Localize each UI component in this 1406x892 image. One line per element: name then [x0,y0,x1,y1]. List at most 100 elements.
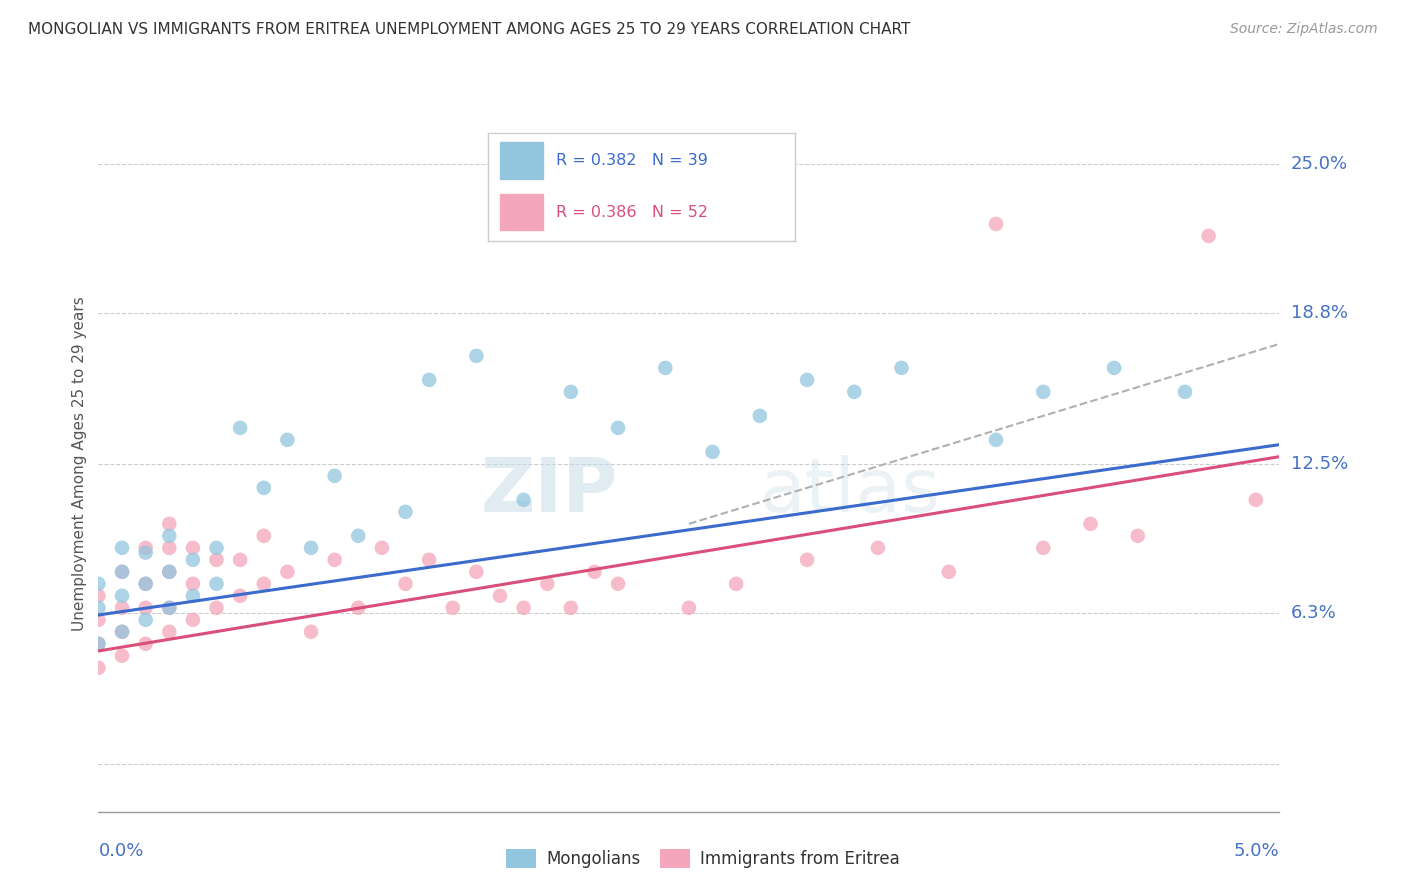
Point [157,565,180,579]
Point [796,553,818,567]
Point [347,600,370,615]
Point [87,637,110,651]
Point [1198,228,1220,243]
Text: Source: ZipAtlas.com: Source: ZipAtlas.com [1230,22,1378,37]
Text: ZIP: ZIP [481,455,619,528]
Point [205,541,228,555]
Point [87,613,110,627]
Y-axis label: Unemployment Among Ages 25 to 29 years: Unemployment Among Ages 25 to 29 years [72,296,87,632]
Point [157,565,180,579]
Point [299,541,322,555]
Text: 5.0%: 5.0% [1234,842,1279,860]
Point [181,613,204,627]
Point [748,409,770,423]
Point [157,600,180,615]
Point [536,576,558,591]
Point [135,600,157,615]
Point [725,576,748,591]
Point [607,576,630,591]
Point [111,565,134,579]
Point [441,600,464,615]
Point [394,576,416,591]
Point [465,349,488,363]
Point [323,553,346,567]
Point [135,541,157,555]
Point [157,541,180,555]
Point [1174,384,1197,399]
Legend: Mongolians, Immigrants from Eritrea: Mongolians, Immigrants from Eritrea [499,842,907,875]
Point [181,553,204,567]
Point [181,589,204,603]
Text: 25.0%: 25.0% [1291,155,1348,173]
Point [111,648,134,663]
Point [1244,492,1267,507]
Point [205,600,228,615]
Point [87,576,110,591]
Point [205,576,228,591]
Text: 0.0%: 0.0% [98,842,143,860]
Point [844,384,866,399]
Point [229,421,252,435]
Point [181,576,204,591]
Point [135,637,157,651]
Text: atlas: atlas [759,455,941,528]
Point [489,589,512,603]
Point [938,565,960,579]
Point [299,624,322,639]
Point [1032,541,1054,555]
Point [87,661,110,675]
Point [229,553,252,567]
Point [87,589,110,603]
Point [135,546,157,560]
Point [560,600,582,615]
Point [678,600,700,615]
Point [702,445,724,459]
Text: 6.3%: 6.3% [1291,604,1336,622]
Point [87,637,110,651]
Point [181,541,204,555]
Point [1102,360,1125,375]
Point [157,600,180,615]
Point [157,624,180,639]
Point [111,565,134,579]
Point [1032,384,1054,399]
Point [583,565,606,579]
Point [323,468,346,483]
Point [87,600,110,615]
Point [418,373,440,387]
Point [560,384,582,399]
Point [135,576,157,591]
Point [157,529,180,543]
Text: 12.5%: 12.5% [1291,455,1348,473]
Point [111,589,134,603]
Text: 18.8%: 18.8% [1291,303,1347,322]
Point [135,576,157,591]
Point [276,433,298,447]
Point [111,624,134,639]
Point [253,529,276,543]
Point [253,576,276,591]
Point [229,589,252,603]
Point [394,505,416,519]
Point [512,492,534,507]
Point [654,360,676,375]
Point [465,565,488,579]
Point [1126,529,1149,543]
Point [371,541,394,555]
Point [1080,516,1102,531]
Point [111,541,134,555]
Point [135,613,157,627]
Point [276,565,298,579]
Point [347,529,370,543]
Point [984,433,1007,447]
Point [205,553,228,567]
Point [253,481,276,495]
Point [796,373,818,387]
Point [418,553,440,567]
Point [890,360,912,375]
Point [111,600,134,615]
Point [157,516,180,531]
Point [866,541,889,555]
Point [111,624,134,639]
Text: MONGOLIAN VS IMMIGRANTS FROM ERITREA UNEMPLOYMENT AMONG AGES 25 TO 29 YEARS CORR: MONGOLIAN VS IMMIGRANTS FROM ERITREA UNE… [28,22,911,37]
